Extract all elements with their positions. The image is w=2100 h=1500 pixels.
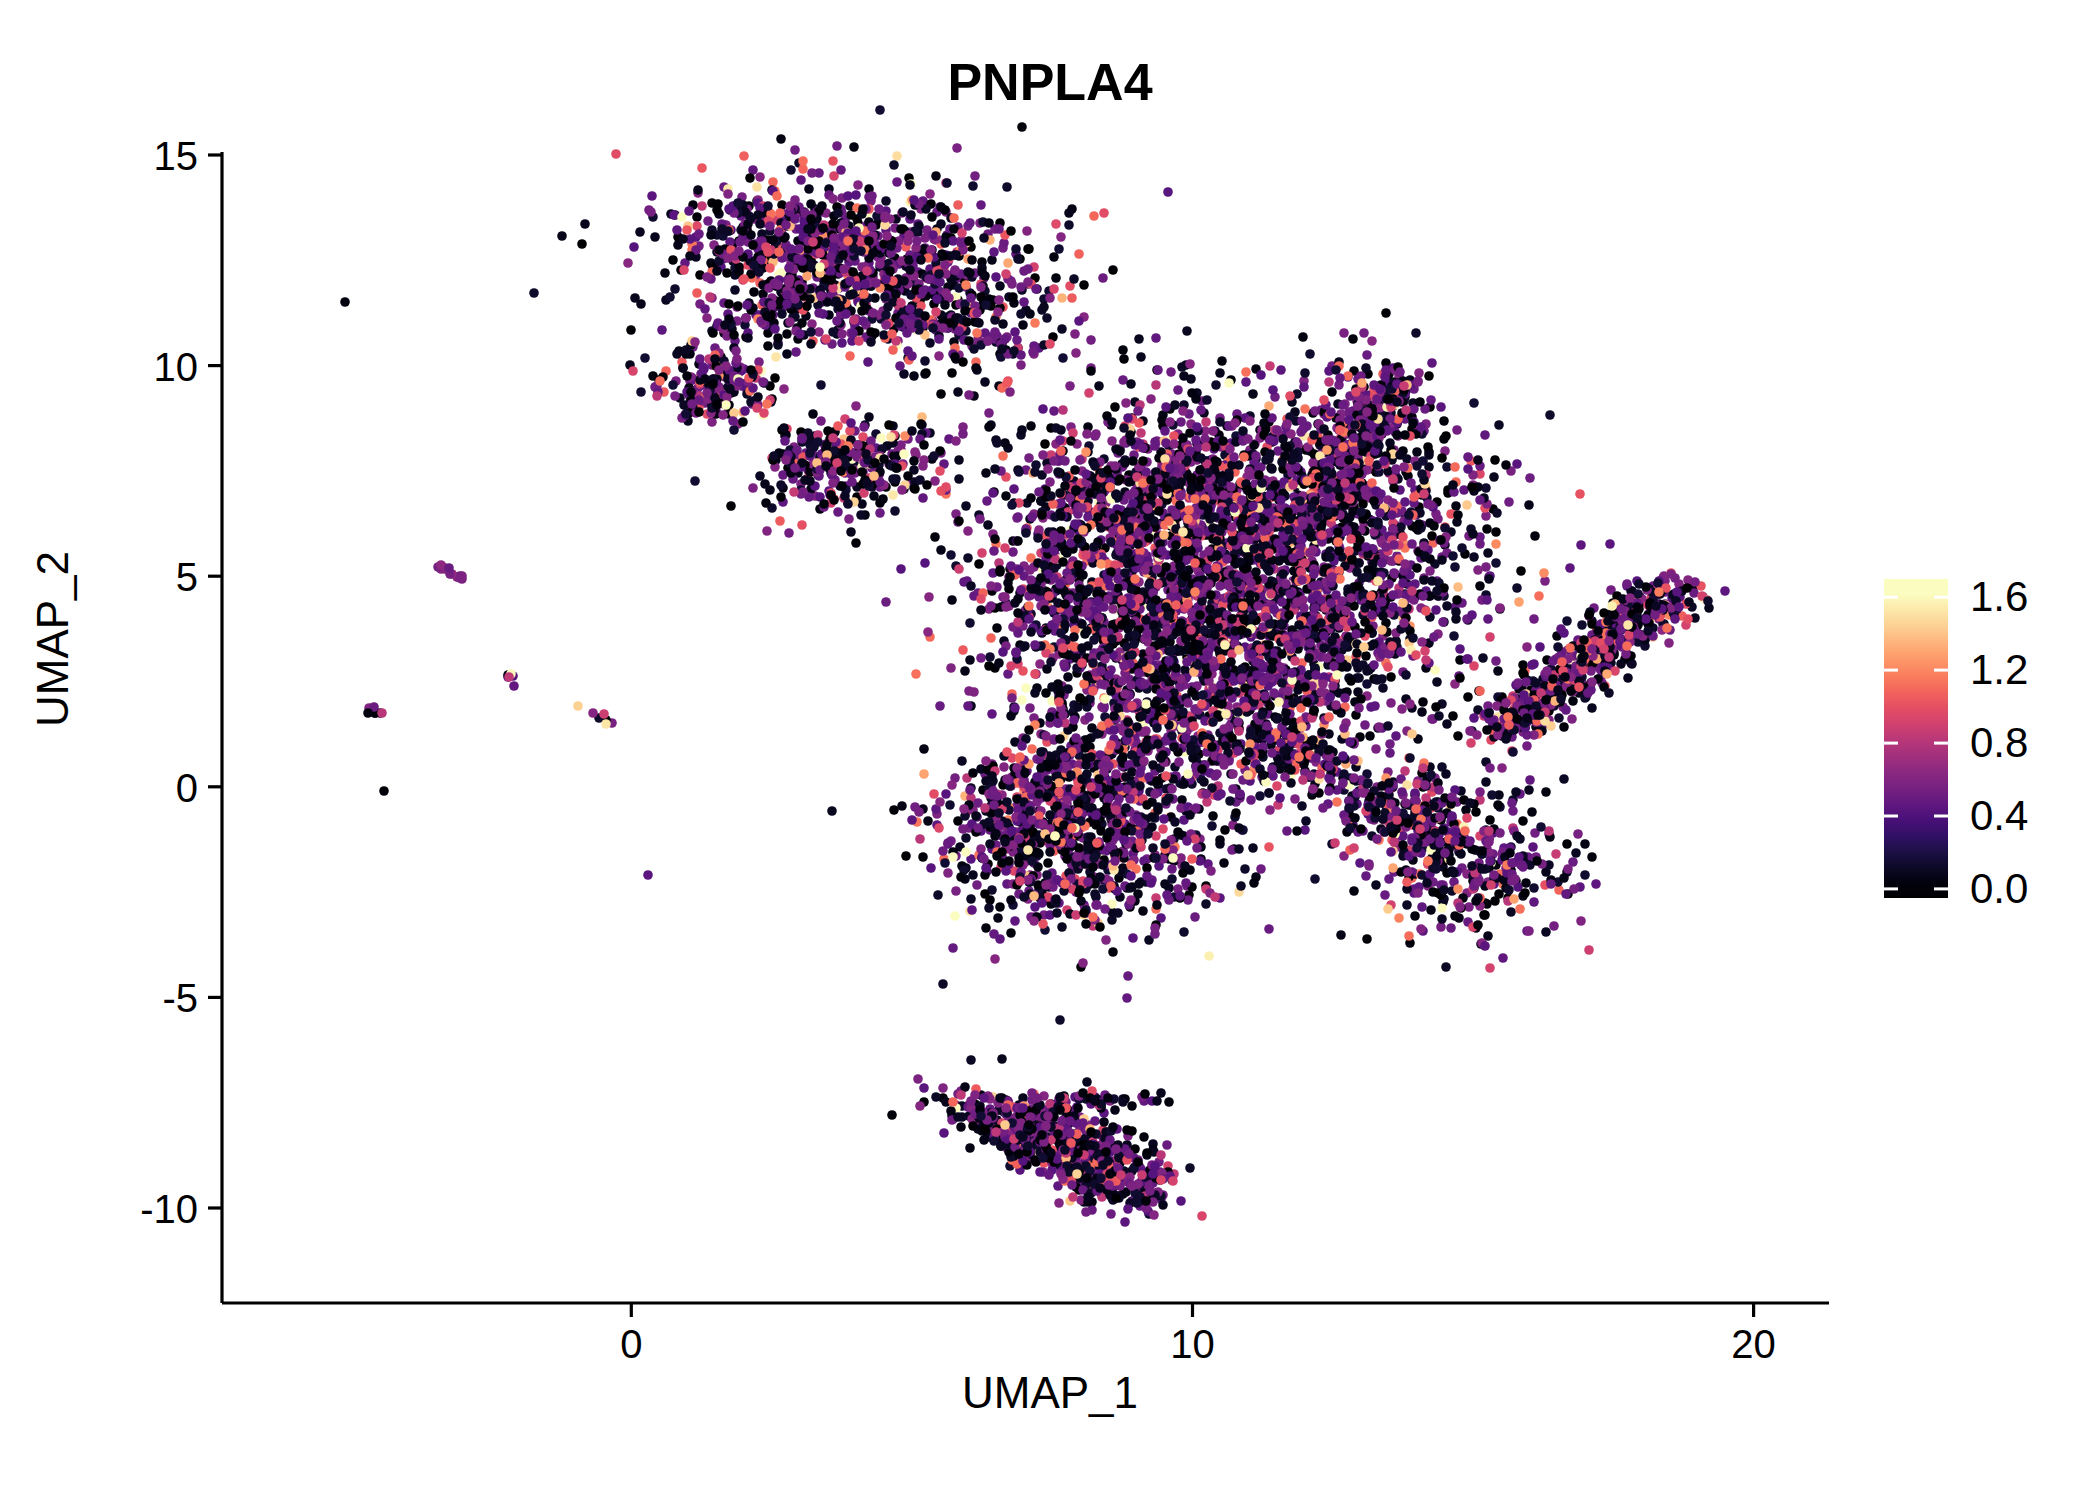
svg-text:0.4: 0.4: [1970, 792, 2028, 839]
svg-text:0: 0: [176, 766, 198, 810]
svg-text:10: 10: [154, 345, 199, 389]
svg-text:15: 15: [154, 134, 199, 178]
svg-text:0: 0: [620, 1322, 642, 1366]
svg-text:-10: -10: [140, 1187, 198, 1231]
svg-text:1.6: 1.6: [1970, 573, 2028, 620]
svg-text:0.0: 0.0: [1970, 865, 2028, 912]
svg-text:-5: -5: [162, 976, 198, 1020]
svg-text:20: 20: [1731, 1322, 1776, 1366]
svg-text:1.2: 1.2: [1970, 646, 2028, 693]
svg-text:5: 5: [176, 555, 198, 599]
svg-text:10: 10: [1170, 1322, 1215, 1366]
svg-text:0.8: 0.8: [1970, 719, 2028, 766]
